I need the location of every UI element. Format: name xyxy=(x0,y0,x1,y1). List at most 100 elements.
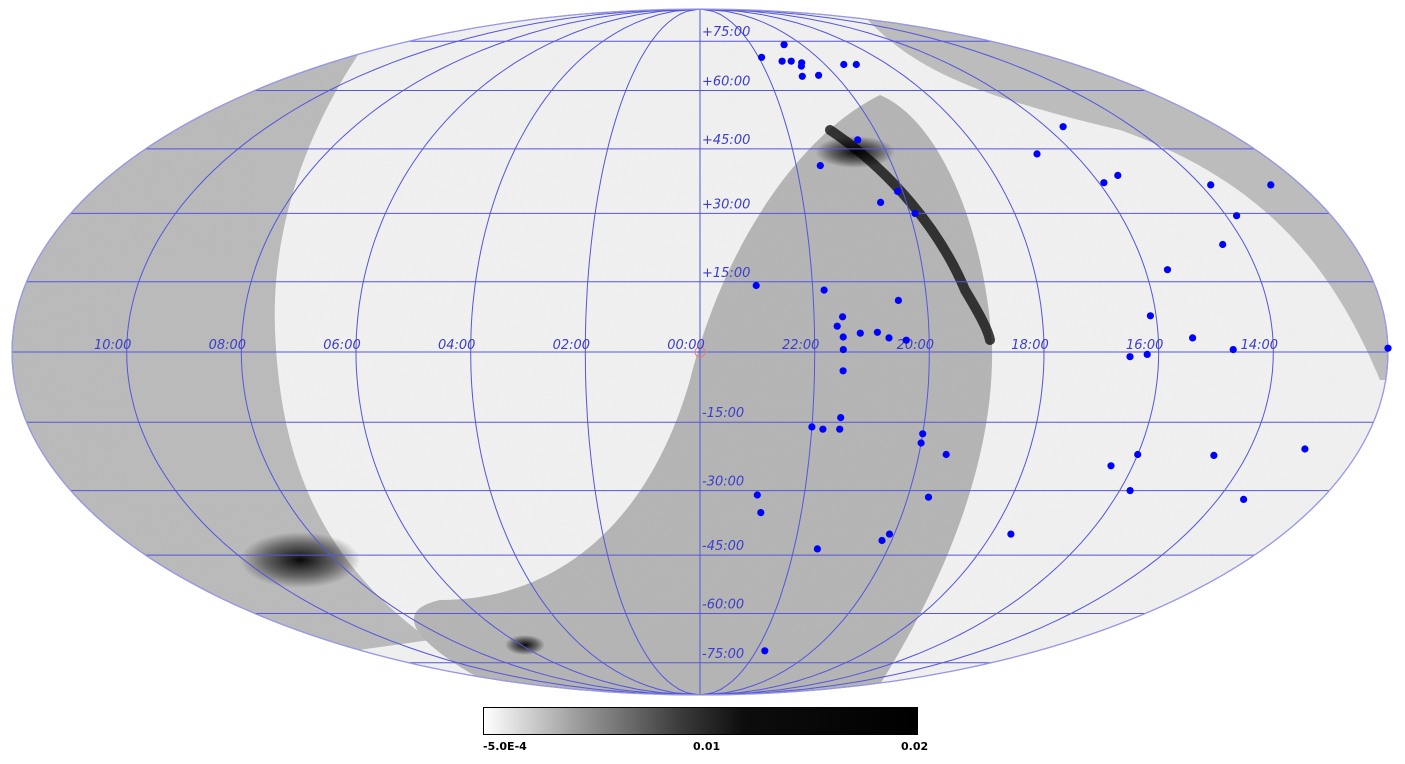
dec-label: +75:00 xyxy=(702,25,750,40)
source-marker xyxy=(1143,350,1151,358)
source-marker xyxy=(813,545,822,553)
dec-label: -15:00 xyxy=(702,406,744,421)
source-marker xyxy=(1240,495,1248,503)
source-marker xyxy=(1267,181,1275,189)
colorbar-mid-label: 0.01 xyxy=(693,740,721,753)
source-marker xyxy=(924,493,933,501)
source-marker xyxy=(873,328,882,336)
source-marker xyxy=(752,281,760,290)
source-marker xyxy=(902,336,910,344)
colorbar xyxy=(483,707,918,735)
origin-marker xyxy=(694,346,706,358)
source-marker xyxy=(798,72,806,80)
source-marker xyxy=(852,60,860,69)
source-marker xyxy=(1126,487,1134,495)
ra-gridline xyxy=(240,8,701,696)
source-marker xyxy=(1219,240,1227,249)
source-marker xyxy=(1007,530,1015,538)
ra-gridline xyxy=(699,8,1160,696)
ra-gridline xyxy=(699,8,930,696)
dec-label: +60:00 xyxy=(702,75,750,90)
source-marker xyxy=(757,508,765,517)
map-outline xyxy=(11,8,1389,696)
dec-label: +15:00 xyxy=(702,266,750,281)
dec-label: +30:00 xyxy=(702,197,750,212)
source-marker xyxy=(1301,445,1309,453)
source-marker xyxy=(1163,266,1172,274)
source-marker xyxy=(839,367,847,375)
source-marker xyxy=(877,198,885,206)
dec-label: -60:00 xyxy=(702,598,744,613)
ra-gridline xyxy=(699,8,1045,696)
source-marker xyxy=(758,53,766,61)
source-marker xyxy=(1100,179,1108,187)
source-markers xyxy=(752,41,1392,655)
source-marker xyxy=(1384,344,1392,352)
ra-gridline xyxy=(355,8,701,696)
ra-label: 18:00 xyxy=(1011,338,1048,353)
dark-region-south xyxy=(240,532,360,588)
dec-label: -75:00 xyxy=(702,647,744,662)
source-marker xyxy=(885,334,893,342)
dark-region-cygnus xyxy=(815,136,895,168)
source-marker xyxy=(839,346,847,354)
source-marker xyxy=(885,530,894,538)
source-marker xyxy=(816,162,824,170)
source-marker xyxy=(894,296,903,304)
source-marker xyxy=(808,423,816,431)
dec-label: -30:00 xyxy=(702,475,744,490)
source-marker xyxy=(837,414,845,422)
source-marker xyxy=(1126,353,1134,361)
source-marker xyxy=(1233,212,1241,220)
ra-gridline xyxy=(126,8,701,696)
source-marker xyxy=(787,57,795,65)
ra-gridline xyxy=(699,8,816,696)
source-marker xyxy=(1134,450,1142,459)
dec-label-group: +75:00 +60:00 +45:00 +30:00 +15:00 -15:00 -30:… xyxy=(702,25,750,662)
source-marker xyxy=(840,60,848,69)
source-marker xyxy=(839,313,847,321)
sky-map: 10:00 08:00 06:00 04:00 02:00 00:00 22:00 20:00… xyxy=(11,8,1392,696)
source-marker xyxy=(839,333,847,341)
ra-label: 04:00 xyxy=(438,338,475,353)
source-marker xyxy=(911,209,919,217)
source-marker xyxy=(761,647,769,655)
source-marker xyxy=(820,286,828,294)
ra-label: 16:00 xyxy=(1126,338,1163,353)
dark-region-small xyxy=(505,635,545,655)
ra-gridline xyxy=(584,8,701,696)
ra-label: 00:00 xyxy=(667,338,704,353)
ra-label: 06:00 xyxy=(323,338,360,353)
source-marker xyxy=(753,491,761,499)
source-marker xyxy=(1189,334,1197,342)
source-marker xyxy=(942,450,950,459)
ra-label: 20:00 xyxy=(897,338,934,353)
ra-label: 14:00 xyxy=(1241,338,1278,353)
source-marker xyxy=(1207,181,1215,189)
source-marker xyxy=(1210,451,1218,459)
ra-label-group: 10:00 08:00 06:00 04:00 02:00 00:00 22:00 20:00… xyxy=(94,338,1278,353)
dec-label: -45:00 xyxy=(702,539,744,554)
ra-gridline xyxy=(470,8,701,696)
source-marker xyxy=(819,425,827,433)
ra-label: 22:00 xyxy=(782,338,819,353)
source-marker xyxy=(815,71,823,79)
source-marker xyxy=(836,425,844,433)
source-marker xyxy=(919,430,927,438)
source-marker xyxy=(856,329,864,337)
source-marker xyxy=(1033,150,1041,158)
source-marker xyxy=(1114,171,1122,179)
source-marker xyxy=(854,136,862,144)
source-marker xyxy=(780,41,788,49)
dec-label: +45:00 xyxy=(702,133,750,148)
source-marker xyxy=(1229,346,1237,354)
ra-label: 08:00 xyxy=(209,338,246,353)
source-marker xyxy=(833,322,841,330)
source-marker xyxy=(1146,312,1154,320)
source-marker xyxy=(797,62,806,70)
colorbar-max-label: 0.02 xyxy=(901,740,929,753)
source-marker xyxy=(778,57,786,65)
colorbar-min-label: -5.0E-4 xyxy=(483,740,527,753)
ra-gridline xyxy=(699,8,1274,696)
source-marker xyxy=(1059,123,1067,131)
